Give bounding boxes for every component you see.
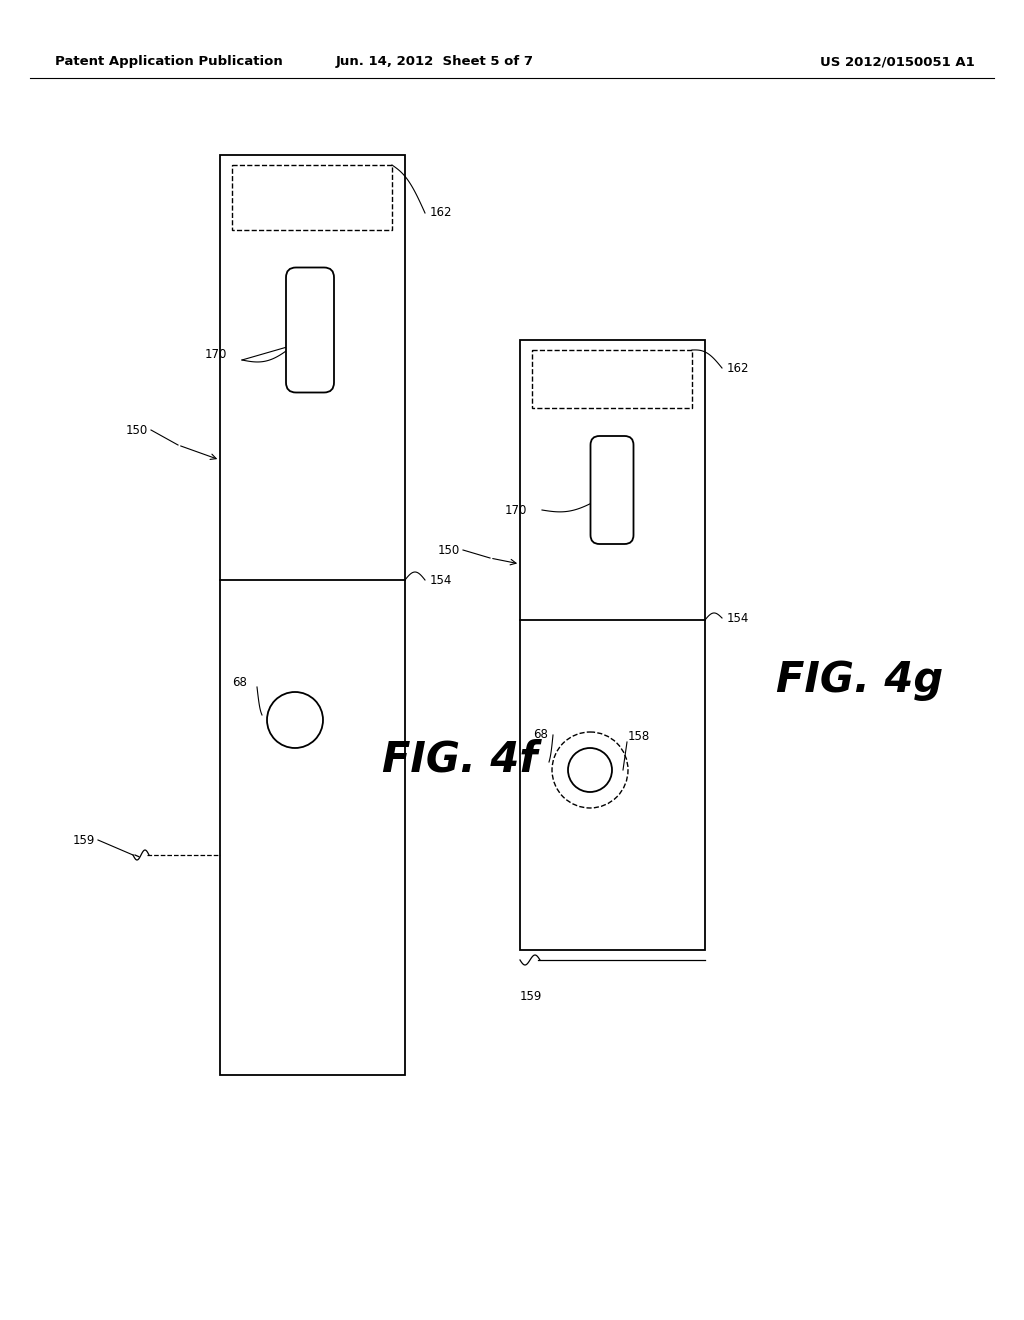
Text: 170: 170 [505,503,527,516]
Text: Patent Application Publication: Patent Application Publication [55,55,283,69]
FancyBboxPatch shape [591,436,634,544]
Text: Jun. 14, 2012  Sheet 5 of 7: Jun. 14, 2012 Sheet 5 of 7 [336,55,534,69]
Text: 170: 170 [205,348,227,362]
Text: 158: 158 [628,730,650,743]
Text: FIG. 4f: FIG. 4f [382,739,538,781]
Bar [532,350,692,408]
Text: 154: 154 [727,611,750,624]
Text: 159: 159 [520,990,543,1003]
Text: FIG. 4g: FIG. 4g [776,659,943,701]
Text: 154: 154 [430,573,453,586]
Text: 68: 68 [534,729,548,742]
Text: 159: 159 [73,833,95,846]
Bar [232,165,392,230]
Text: 150: 150 [126,424,148,437]
Circle shape [267,692,323,748]
Circle shape [568,748,612,792]
Text: 162: 162 [430,206,453,219]
Text: 150: 150 [437,544,460,557]
Bar [520,341,705,950]
Text: 162: 162 [727,362,750,375]
Bar [220,154,406,1074]
FancyBboxPatch shape [286,268,334,392]
Text: US 2012/0150051 A1: US 2012/0150051 A1 [820,55,975,69]
Text: 68: 68 [232,676,247,689]
